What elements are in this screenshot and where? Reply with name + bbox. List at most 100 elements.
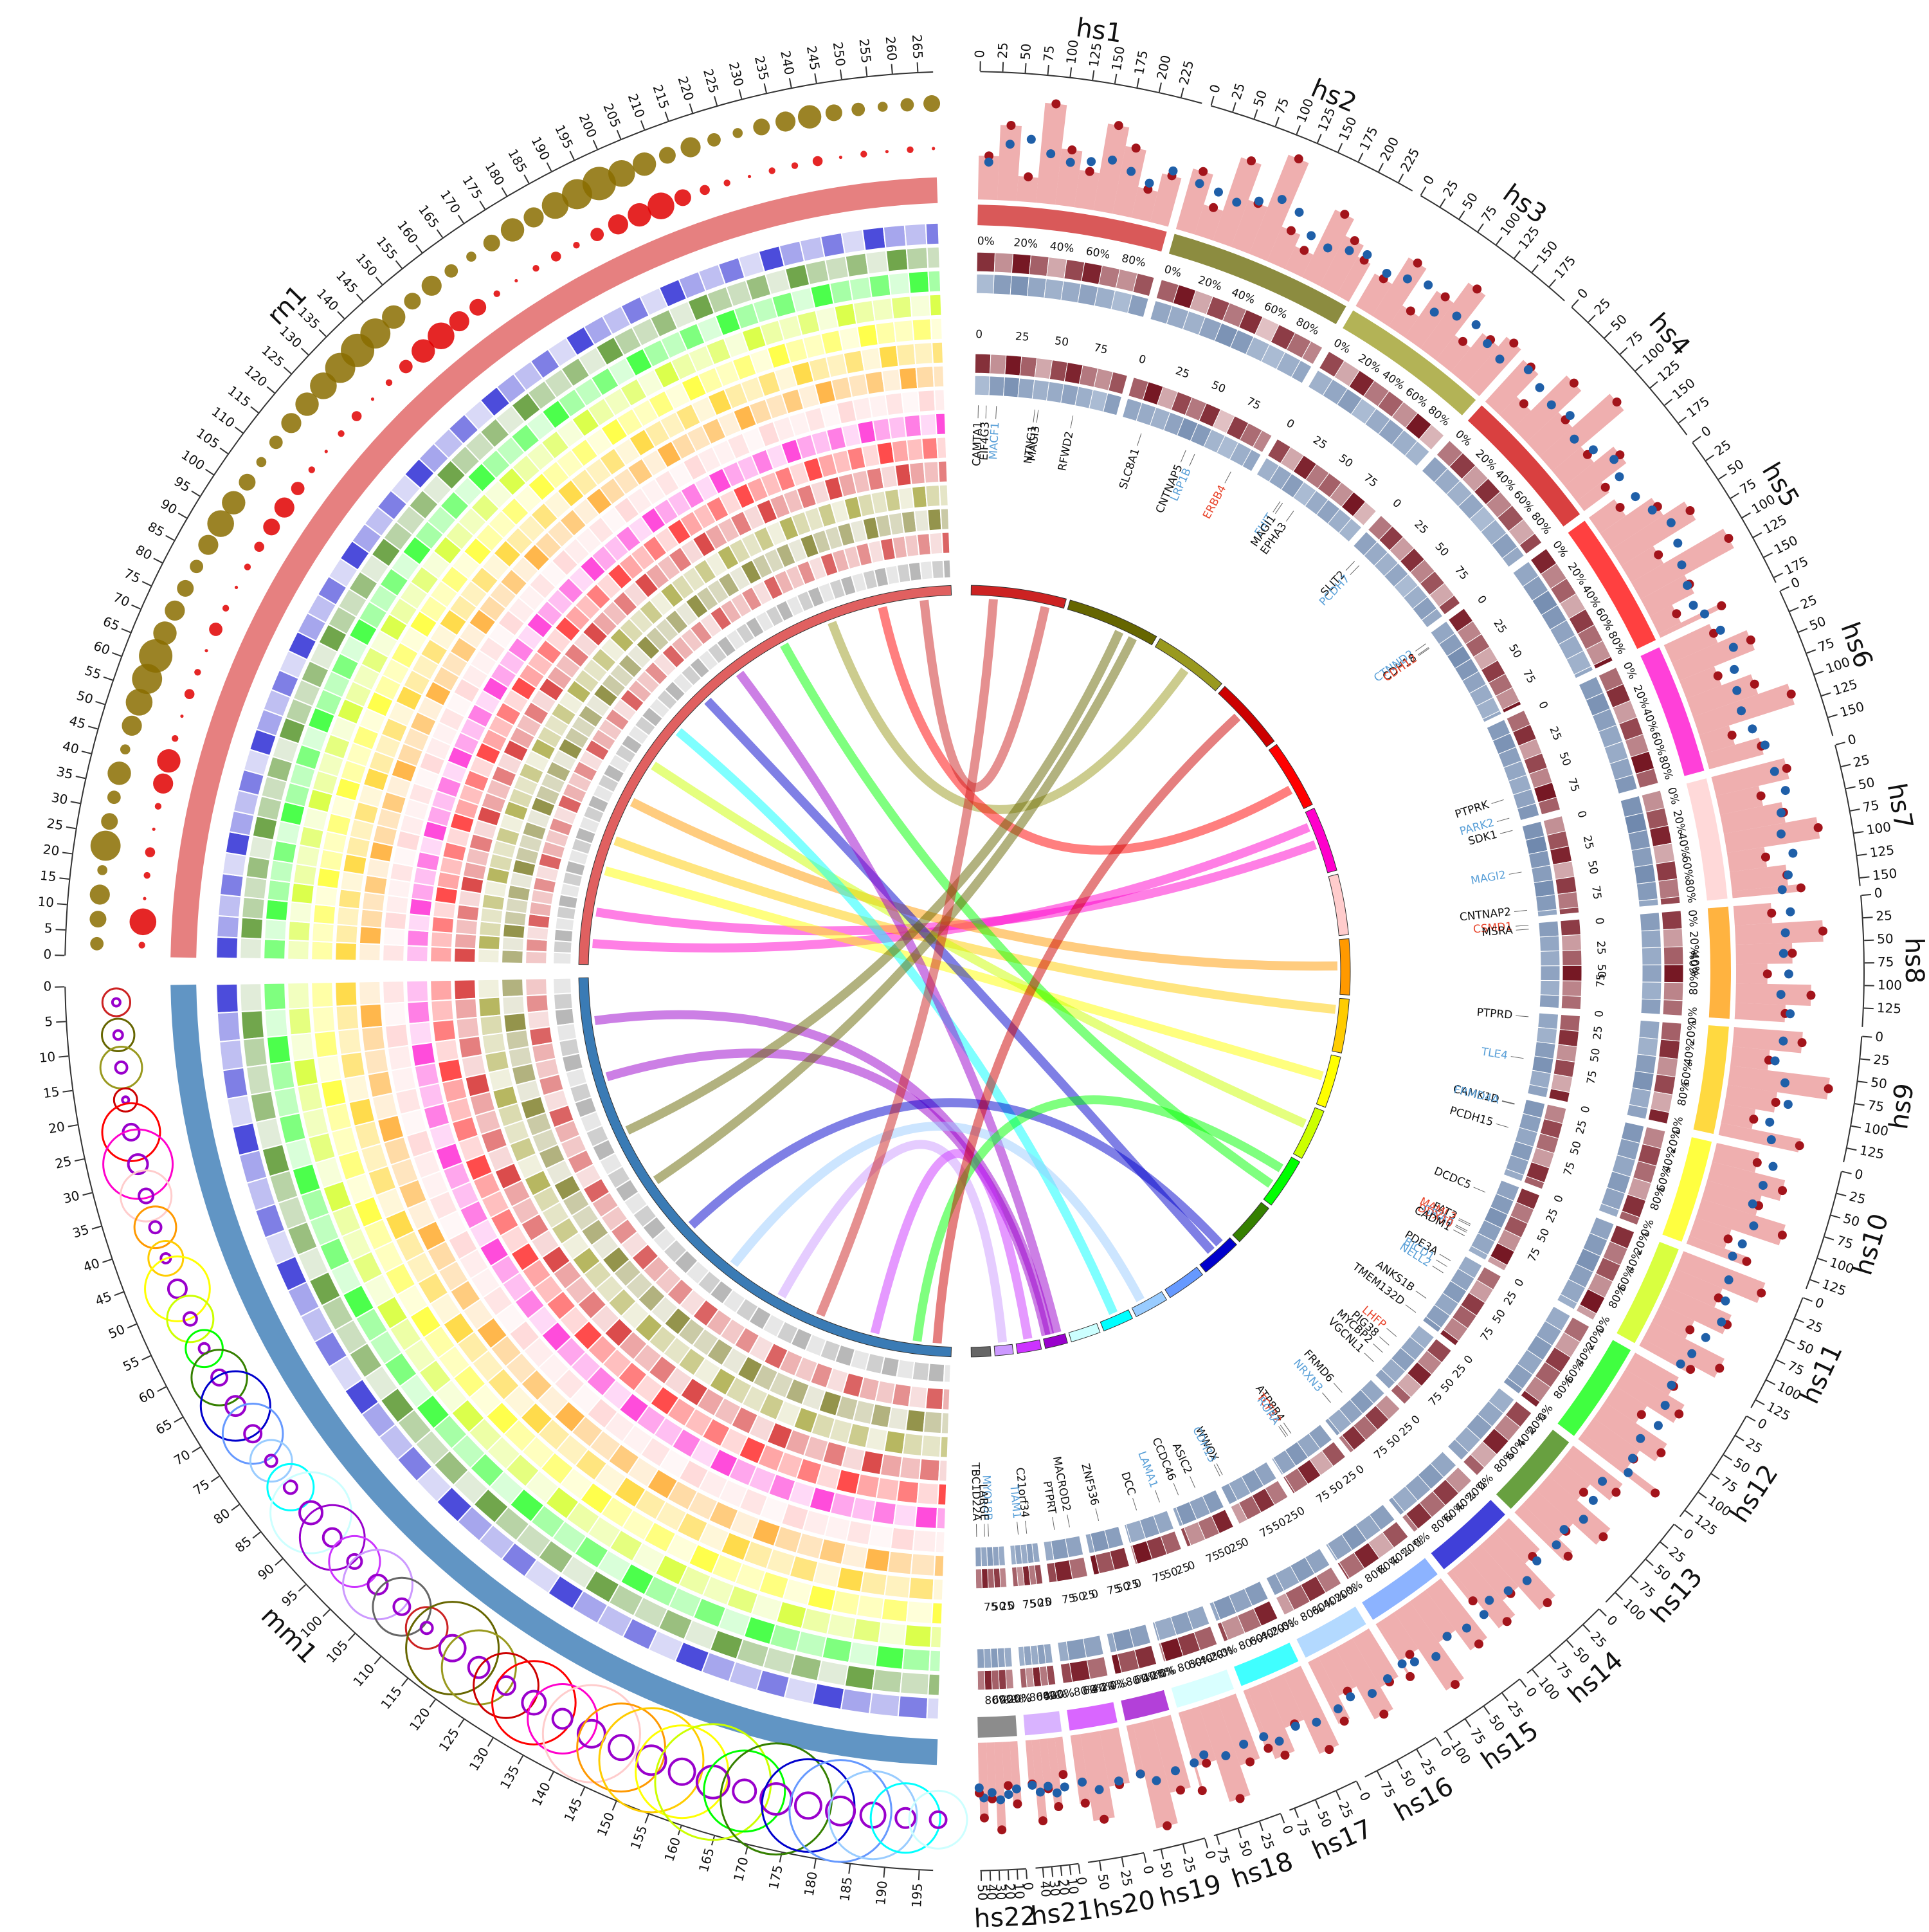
tick-label: 50 (1870, 1074, 1888, 1091)
heat-tick-label: 25 (1310, 433, 1329, 452)
tick-label: 60 (136, 1385, 158, 1407)
tick-label: 25 (1258, 1831, 1278, 1852)
tick-mark (645, 1814, 648, 1823)
track-cell (291, 1033, 314, 1061)
tick-mark (1798, 628, 1807, 632)
track-cell (901, 391, 919, 414)
tick-mark (458, 1719, 464, 1727)
heat-cell (1659, 1039, 1680, 1059)
track-cell (825, 256, 849, 280)
tick-mark (524, 175, 529, 183)
tick-label: 100 (179, 447, 208, 473)
heat-tick-label: 0 (1575, 810, 1589, 820)
density-point (1547, 401, 1556, 410)
histogram-point (1686, 506, 1695, 515)
outer-axis (1153, 1837, 1205, 1852)
track-cell (335, 982, 357, 1007)
tick-label: 50 (1795, 1337, 1816, 1358)
tick-mark (1338, 143, 1342, 152)
heat-tick-label: 0 (1593, 1010, 1606, 1017)
track-cell (851, 1497, 876, 1522)
heat-cell (1663, 982, 1683, 1000)
tick-label: 160 (394, 217, 421, 246)
histogram-point (1379, 1709, 1388, 1718)
heat-cell (1656, 1057, 1678, 1077)
bubble (748, 175, 751, 178)
heat-cell (977, 1649, 984, 1668)
tick-mark (319, 330, 326, 337)
tick-label: 45 (68, 713, 87, 732)
density-point (1383, 1674, 1392, 1683)
bubble (923, 95, 940, 112)
bubble (775, 111, 795, 131)
ring-circle (104, 1129, 173, 1199)
tick-mark (284, 367, 291, 374)
density-point (1784, 870, 1793, 879)
tick-mark (1043, 1868, 1044, 1878)
tick-label: 80 (133, 542, 155, 563)
bubble (153, 621, 176, 644)
bubble (309, 466, 315, 473)
heat-tick-label: 25 (1015, 330, 1029, 344)
histogram-point (1300, 246, 1309, 255)
segment-label: hs9 (1884, 1082, 1920, 1131)
track-cell (862, 227, 885, 251)
track-cell (861, 347, 882, 371)
density-point (1770, 767, 1779, 776)
gene-label: DCC (1118, 1470, 1137, 1497)
ring-circle (102, 989, 130, 1016)
gene-tick (1497, 818, 1509, 821)
track-cell (802, 1608, 831, 1634)
tick-mark (666, 112, 669, 121)
tick-label: 150 (594, 1810, 618, 1838)
density-point (1701, 1333, 1710, 1342)
heat-cell (986, 1547, 993, 1566)
histogram-point (1788, 949, 1797, 958)
track-cell (383, 945, 404, 961)
tick-label: 70 (111, 589, 132, 610)
track-cell (337, 907, 359, 926)
tick-label: 150 (353, 250, 381, 279)
density-point (1748, 724, 1757, 733)
heat-cell (1658, 879, 1680, 898)
bubble (466, 251, 476, 262)
heat-tick-label: 50 (1568, 1140, 1584, 1156)
track-cell (314, 1031, 338, 1058)
bubble (907, 147, 913, 153)
tick-mark (1724, 1455, 1732, 1460)
histogram-point (1503, 1617, 1512, 1626)
ideogram (1294, 1107, 1325, 1158)
heat-tick-label: 75 (1565, 776, 1582, 794)
track-cell (832, 1590, 860, 1616)
gene-tick (1071, 415, 1073, 428)
tick-mark (1795, 1318, 1804, 1322)
tick-mark (1766, 1380, 1775, 1385)
track-cell (341, 1052, 365, 1079)
tick-mark (866, 66, 867, 76)
track-cell (856, 1594, 884, 1619)
bubble (155, 803, 161, 810)
track-cell (246, 1064, 271, 1095)
segment-label: hs2 (1307, 73, 1361, 118)
density-point (1295, 208, 1304, 217)
tick-label: 125 (1654, 357, 1683, 385)
tick-label: 65 (153, 1416, 175, 1437)
tick-mark (1780, 587, 1789, 590)
density-point (1648, 506, 1657, 515)
heat-cell (1069, 1660, 1090, 1682)
histogram-point (1340, 210, 1349, 219)
track-cell (888, 1407, 909, 1431)
heat-cell (1066, 1639, 1086, 1661)
tick-mark (641, 120, 644, 129)
density-point (1716, 626, 1725, 635)
tick-label: 240 (777, 49, 797, 76)
histogram-point (1570, 379, 1579, 388)
tick-label: 135 (497, 1763, 523, 1792)
tick-label: 110 (350, 1661, 377, 1690)
track-cell (407, 1001, 430, 1024)
tick-label: 75 (122, 565, 143, 587)
track-cell (933, 1579, 943, 1601)
density-point (1312, 1718, 1321, 1727)
density-point (1786, 1009, 1795, 1018)
heat-cell (1004, 377, 1020, 397)
